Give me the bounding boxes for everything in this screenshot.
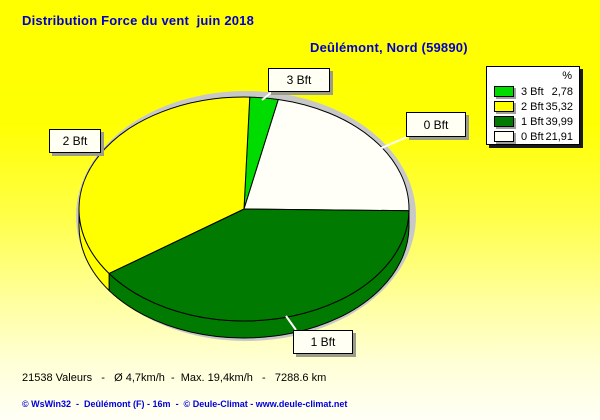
pie-slice-0-bft: [243, 98, 410, 212]
legend-unit-header: %: [562, 70, 572, 82]
legend-swatch-icon: [494, 116, 514, 127]
legend-item-1-bft: 1 Bft 39,99: [494, 114, 574, 129]
legend-swatch-icon: [494, 131, 514, 142]
callout-leader-line: [285, 315, 297, 331]
legend-swatch-icon: [494, 86, 514, 97]
legend-item-3-bft: 3 Bft 2,78: [494, 84, 574, 99]
legend-item-value: 2,78: [551, 85, 573, 98]
legend-item-0-bft: 0 Bft 21,91: [494, 129, 574, 144]
callout-leader-line: [376, 136, 408, 151]
legend-item-value: 21,91: [545, 130, 573, 143]
pie-label-3-bft: 3 Bft: [268, 68, 330, 92]
pie-slice-1-bft: [108, 208, 410, 322]
pie-label-2-bft: 2 Bft: [49, 129, 101, 153]
legend-item-label: 2 Bft: [521, 100, 544, 113]
legend-item-2-bft: 2 Bft 35,32: [494, 99, 574, 114]
legend-item-label: 1 Bft: [521, 115, 544, 128]
legend-item-value: 39,99: [545, 115, 573, 128]
legend-box: % 3 Bft 2,78 2 Bft 35,32 1 Bft 39,99 0 Bft 21,9…: [486, 66, 580, 145]
legend-swatch-icon: [494, 101, 514, 112]
chart-title: Distribution Force du vent juin 2018: [22, 13, 255, 28]
chart-subtitle: Deûlémont, Nord (59890): [310, 40, 468, 55]
stats-line: 21538 Valeurs - Ø 4,7km/h - Max. 19,4km/…: [22, 372, 327, 384]
legend-rows: 3 Bft 2,78 2 Bft 35,32 1 Bft 39,99 0 Bft 21,91: [494, 84, 574, 144]
footer-credits: © WsWin32 - Deûlémont (F) - 16m - © Deul…: [22, 399, 348, 409]
legend-item-value: 35,32: [545, 100, 573, 113]
pie-label-0-bft: 0 Bft: [406, 112, 466, 137]
legend-item-label: 3 Bft: [521, 85, 544, 98]
pie-label-1-bft: 1 Bft: [293, 330, 353, 354]
pie-slice-2-bft: [78, 96, 251, 274]
callout-leader-line: [261, 91, 273, 101]
legend-item-label: 0 Bft: [521, 130, 544, 143]
